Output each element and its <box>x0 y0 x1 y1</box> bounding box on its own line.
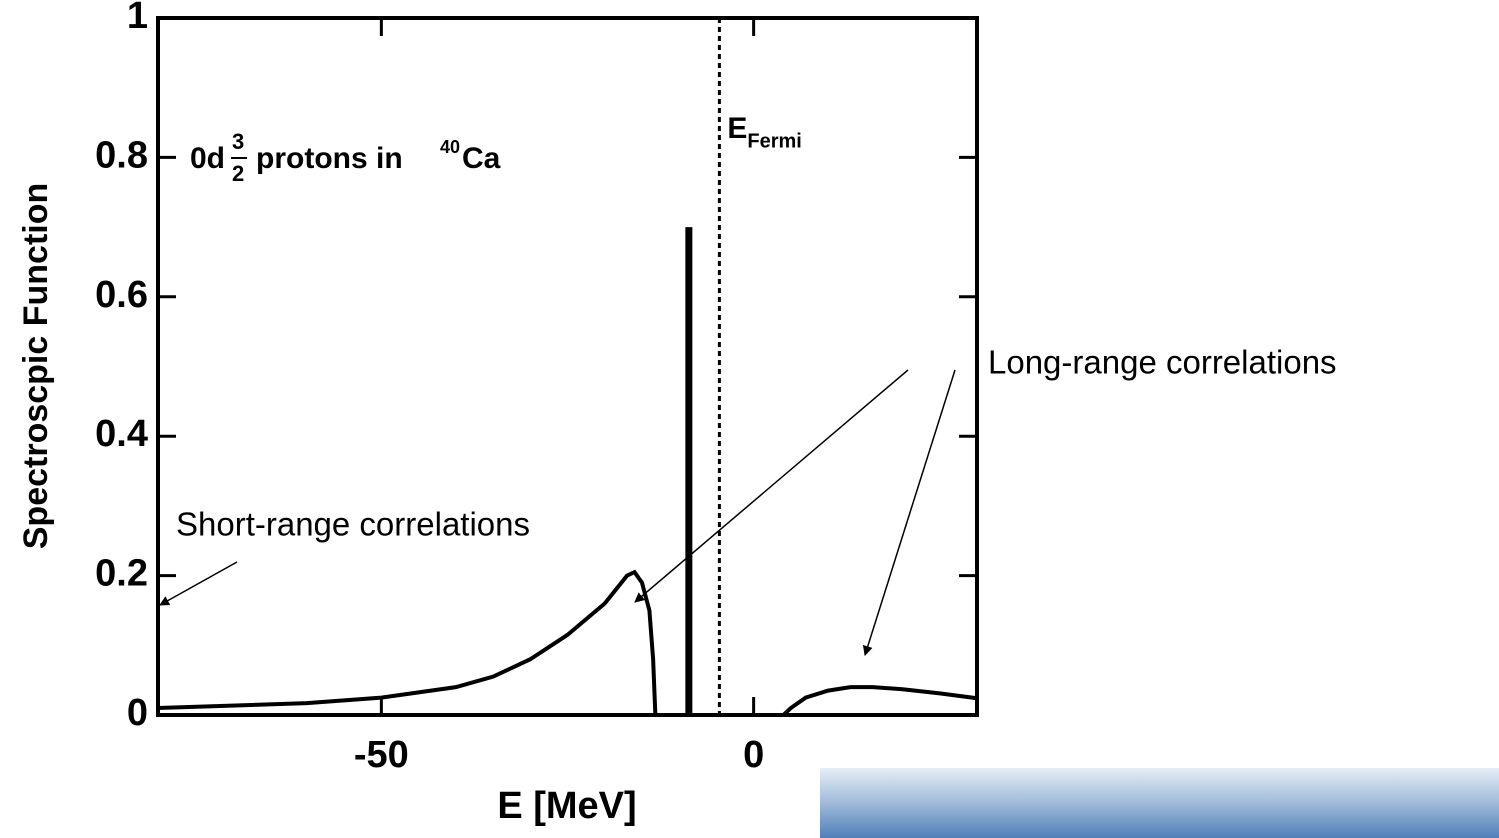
decor-banner <box>820 768 1499 838</box>
orbital: 0d <box>190 142 225 175</box>
y-tick-label: 0.2 <box>95 553 148 595</box>
annotation: Long-range correlations <box>988 344 1337 381</box>
fermi-label: E <box>727 112 747 145</box>
element: Ca <box>462 142 501 175</box>
y-tick-label: 0 <box>127 692 148 734</box>
y-tick-label: 0.6 <box>95 274 148 316</box>
x-tick-label: -50 <box>354 734 409 776</box>
state-label: 0d 3 2 protons in 40 Ca <box>190 129 501 186</box>
mass: 40 <box>440 137 460 157</box>
j-num: 3 <box>232 129 244 154</box>
arrow <box>862 369 956 656</box>
plot-frame <box>156 16 979 717</box>
j-den: 2 <box>232 161 244 186</box>
y-tick-label: 0.8 <box>95 134 148 176</box>
arrow <box>159 561 238 606</box>
text: protons in <box>256 142 403 175</box>
y-tick-label: 0.4 <box>95 413 148 455</box>
annotation: Short-range correlations <box>176 506 530 543</box>
spectral-curve <box>157 569 978 717</box>
fermi-sub: Fermi <box>747 130 801 152</box>
y-axis-label: Spectroscpic Function <box>17 183 55 550</box>
arrow <box>634 369 909 603</box>
y-tick-label: 1 <box>127 0 148 37</box>
x-axis-label: E [MeV] <box>497 785 636 827</box>
x-tick-label: 0 <box>743 734 764 776</box>
